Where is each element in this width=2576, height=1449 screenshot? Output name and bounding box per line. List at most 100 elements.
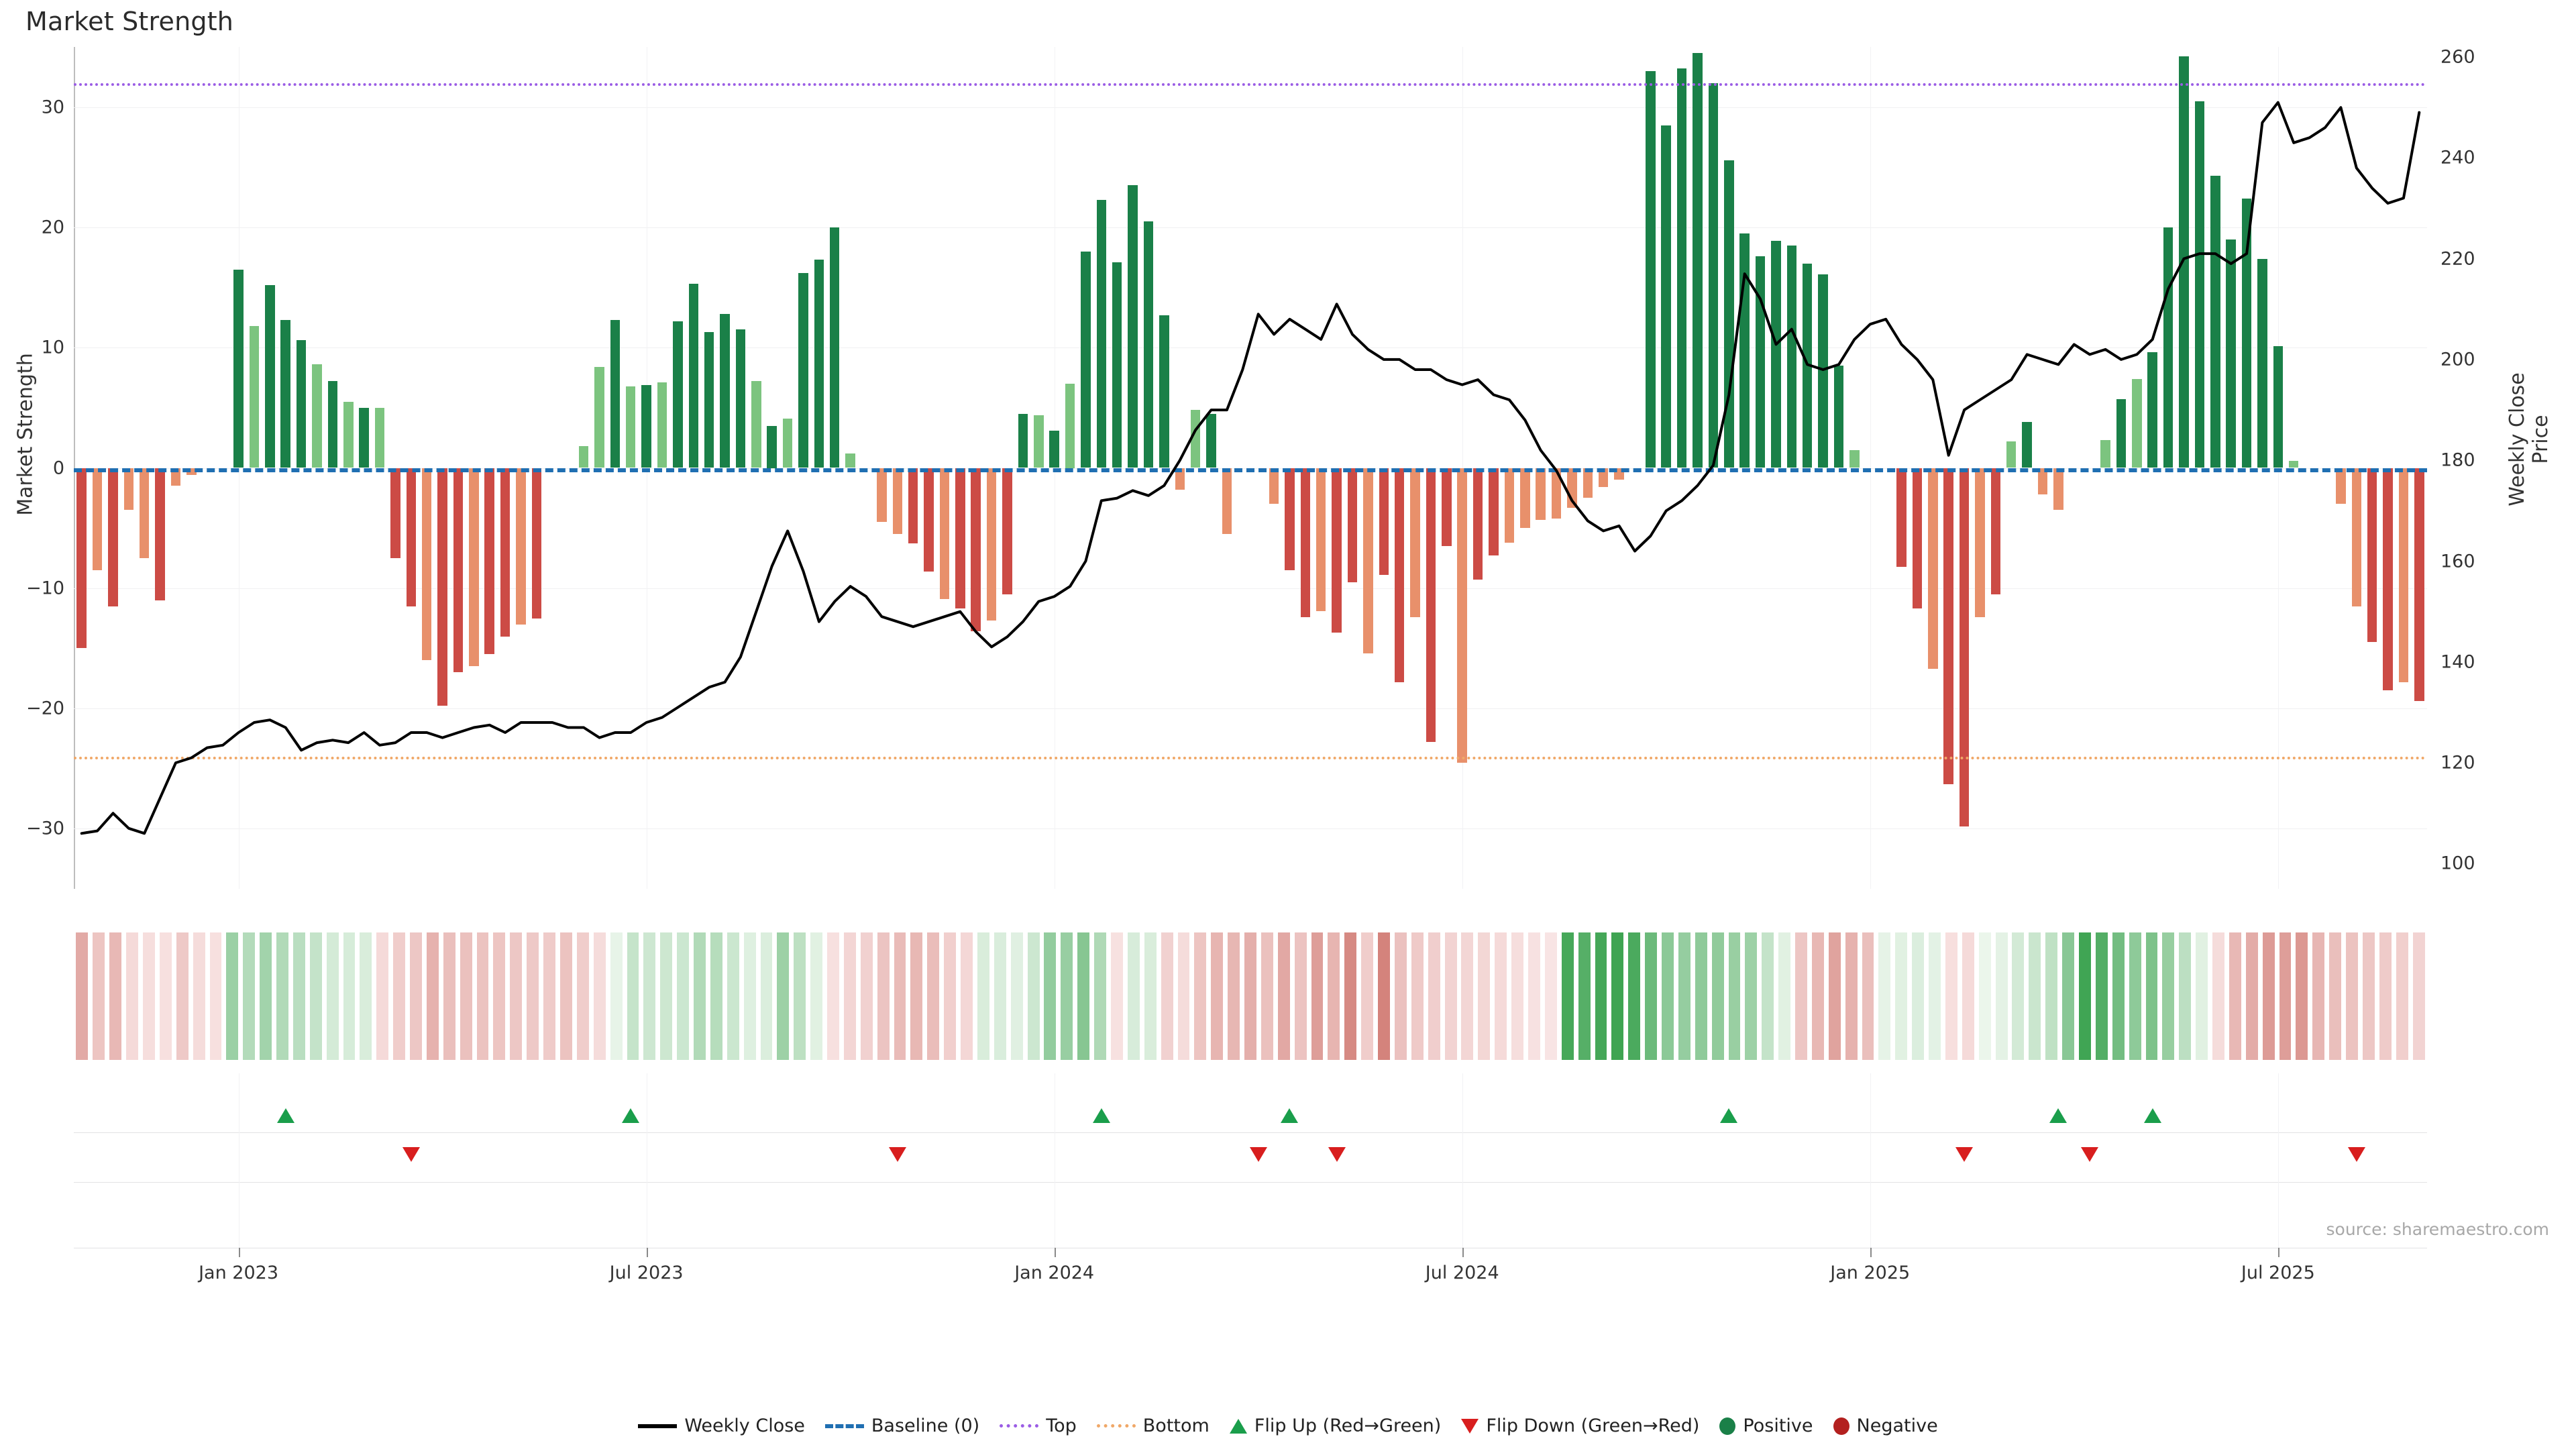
heatmap-cell-negative <box>2229 932 2241 1060</box>
heatmap-cell-negative <box>1945 932 1957 1060</box>
legend-label: Baseline (0) <box>871 1415 980 1436</box>
bar-positive <box>265 284 275 468</box>
bar-negative <box>1394 468 1405 682</box>
bar-negative <box>1269 468 1279 504</box>
bar-negative <box>170 468 181 486</box>
bar-negative <box>1175 468 1185 490</box>
bar-negative <box>155 468 165 600</box>
legend-item[interactable]: Bottom <box>1096 1415 1210 1436</box>
x-tick-mark <box>1462 1248 1464 1257</box>
bar-positive <box>2288 460 2299 468</box>
heatmap-cell-negative <box>2329 932 2342 1060</box>
heatmap-cell-negative <box>393 932 406 1060</box>
heatmap-cell-negative <box>126 932 139 1060</box>
heatmap-cell-positive <box>1628 932 1641 1060</box>
bar-positive <box>1708 83 1719 468</box>
bar-negative <box>908 468 918 544</box>
legend-item[interactable]: Positive <box>1719 1415 1813 1436</box>
heatmap-cell-negative <box>961 932 973 1060</box>
heatmap-cell-negative <box>1962 932 1974 1060</box>
heatmap-cell-negative <box>76 932 89 1060</box>
legend-label: Bottom <box>1142 1415 1210 1436</box>
bar-negative <box>1504 468 1515 543</box>
bar-positive <box>1049 430 1059 468</box>
gridline <box>74 708 2427 710</box>
bar-positive <box>2179 56 2189 468</box>
flip-up-marker <box>276 1108 294 1123</box>
flip-up-marker <box>1720 1108 1738 1123</box>
bar-positive <box>1771 240 1781 468</box>
heatmap-cell-negative <box>1211 932 1224 1060</box>
heatmap-cell-negative <box>2212 932 2224 1060</box>
bar-positive <box>1676 68 1687 468</box>
legend-item[interactable]: Baseline (0) <box>824 1415 980 1436</box>
heatmap-cell-positive <box>309 932 322 1060</box>
heatmap-cell-negative <box>1394 932 1407 1060</box>
heatmap-cell-positive <box>1929 932 1941 1060</box>
heatmap-cell-negative <box>944 932 957 1060</box>
legend-label: Negative <box>1856 1415 1938 1436</box>
heatmap-cell-negative <box>493 932 506 1060</box>
bar-negative <box>531 468 542 619</box>
bar-positive <box>688 284 698 468</box>
bar-positive <box>233 269 244 468</box>
bar-positive <box>2163 227 2174 468</box>
bar-positive <box>1724 160 1734 468</box>
heatmap-cell-negative <box>559 932 572 1060</box>
heatmap-cell-positive <box>1978 932 1991 1060</box>
y-tick-label-left: 0 <box>52 458 64 478</box>
flip-up-marker <box>1281 1108 1299 1123</box>
heatmap-cell-negative <box>1444 932 1457 1060</box>
heatmap-cell-negative <box>1361 932 1374 1060</box>
bar-positive <box>1143 221 1154 468</box>
bar-negative <box>1959 468 1970 826</box>
bar-negative <box>484 468 494 655</box>
vertical-gridline <box>1870 1181 1871 1249</box>
bar-positive <box>2147 352 2157 468</box>
heatmap-cell-negative <box>1177 932 1190 1060</box>
legend-item[interactable]: Top <box>1000 1415 1077 1436</box>
heatmap-cell-negative <box>910 932 923 1060</box>
heatmap-cell-positive <box>2179 932 2192 1060</box>
heatmap-cell-positive <box>1662 932 1674 1060</box>
legend-item[interactable]: Weekly Close <box>638 1415 805 1436</box>
heatmap-cell-negative <box>143 932 155 1060</box>
heatmap-cell-negative <box>1828 932 1841 1060</box>
heatmap-cell-negative <box>1294 932 1307 1060</box>
bar-negative <box>955 468 965 609</box>
legend-item[interactable]: Flip Up (Red→Green) <box>1229 1415 1441 1436</box>
y-tick-label-right: 240 <box>2440 147 2475 168</box>
bar-positive <box>2194 101 2205 468</box>
bar-positive <box>1849 449 1860 468</box>
bar-negative <box>2367 468 2377 643</box>
heatmap-cell-negative <box>1461 932 1474 1060</box>
heatmap-cell-negative <box>827 932 839 1060</box>
y-axis-right-title: Weekly Close Price <box>2506 372 2553 506</box>
heatmap-cell-negative <box>2379 932 2392 1060</box>
bar-negative <box>892 468 903 535</box>
legend-label: Flip Down (Green→Red) <box>1486 1415 1700 1436</box>
bar-positive <box>2226 239 2236 468</box>
heatmap-cell-positive <box>1578 932 1591 1060</box>
heatmap-cell-negative <box>2296 932 2308 1060</box>
heatmap-cell-positive <box>977 932 989 1060</box>
heatmap-cell-positive <box>2062 932 2075 1060</box>
bar-negative <box>971 468 981 632</box>
heatmap-cell-negative <box>1194 932 1207 1060</box>
heatmap-cell-positive <box>1778 932 1791 1060</box>
heatmap-cell-positive <box>1044 932 1057 1060</box>
heatmap-cell-negative <box>927 932 940 1060</box>
heatmap-cell-negative <box>527 932 539 1060</box>
source-note: source: sharemaestro.com <box>2326 1220 2550 1239</box>
heatmap-cell-positive <box>760 932 773 1060</box>
bar-negative <box>1222 468 1232 535</box>
legend-item[interactable]: Flip Down (Green→Red) <box>1461 1415 1699 1436</box>
bar-negative <box>469 468 479 667</box>
bar-negative <box>76 468 87 649</box>
bar-positive <box>1646 70 1656 468</box>
heatmap-cell-positive <box>777 932 790 1060</box>
bar-negative <box>2053 468 2063 511</box>
y-tick-label-left: −10 <box>26 578 64 599</box>
heatmap-cell-positive <box>1010 932 1023 1060</box>
legend-item[interactable]: Negative <box>1833 1415 1938 1436</box>
